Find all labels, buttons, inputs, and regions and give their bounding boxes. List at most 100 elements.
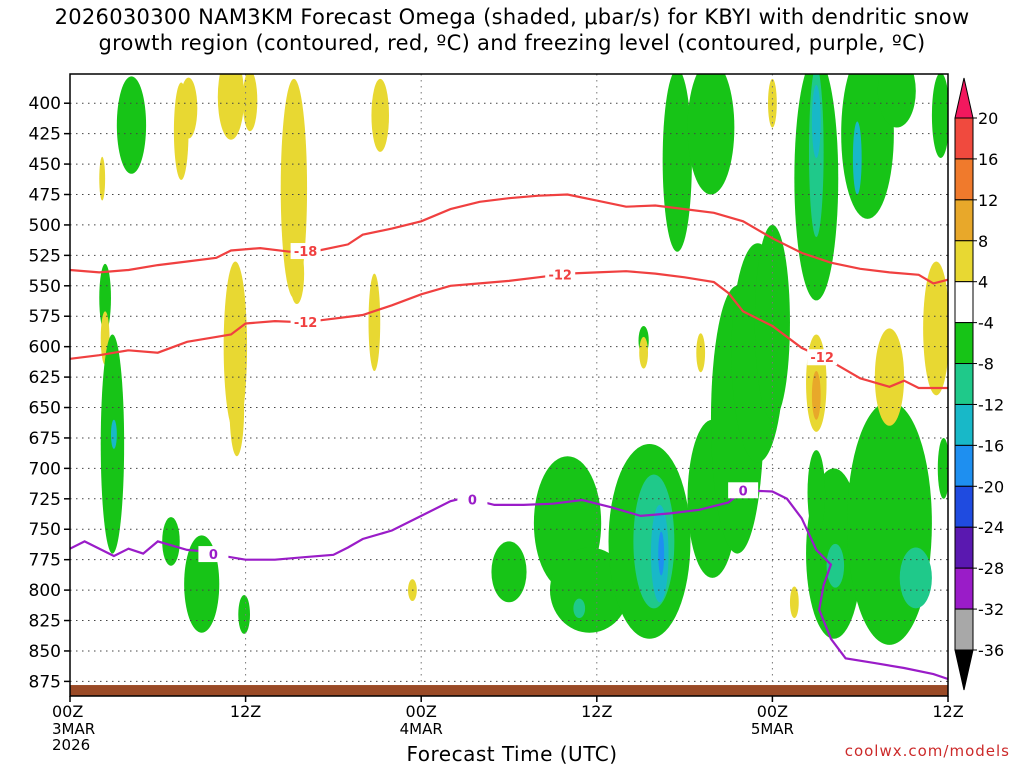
omega-region xyxy=(847,401,932,645)
colorbar-swatch xyxy=(954,240,974,283)
colorbar-swatch xyxy=(954,567,974,610)
omega-region xyxy=(229,358,245,457)
colorbar-label: -12 xyxy=(978,395,1004,414)
omega-region xyxy=(179,77,198,139)
colorbar-swatch xyxy=(954,363,974,405)
x-tick-sublabel: 4MAR xyxy=(400,720,443,738)
colorbar-label: -20 xyxy=(978,477,1004,496)
colorbar-swatch xyxy=(954,403,974,446)
colorbar-label: -32 xyxy=(978,600,1004,619)
omega-region xyxy=(116,76,147,174)
omega-region xyxy=(874,328,905,426)
credit-text: coolwx.com/models xyxy=(844,742,1010,760)
omega-region xyxy=(937,437,948,499)
colorbar-label: -4 xyxy=(978,314,994,333)
y-axis: 400 425 450 475 500 525 550 575 600 625 650 675 700 7… xyxy=(29,94,70,692)
colorbar-label: -24 xyxy=(978,518,1004,537)
omega-region xyxy=(662,74,692,252)
colorbar-label: -16 xyxy=(978,436,1004,455)
colorbar-label: 4 xyxy=(978,273,988,292)
y-tick-label: 650 xyxy=(29,399,61,419)
colorbar-swatch xyxy=(954,281,974,324)
contour-label-bg xyxy=(807,349,838,366)
colorbar-label: 12 xyxy=(978,191,998,210)
colorbar-label: 16 xyxy=(978,150,998,169)
x-tick-label: 00Z xyxy=(406,702,437,721)
y-tick-label: 400 xyxy=(29,94,61,114)
omega-region xyxy=(368,273,381,372)
y-tick-label: 775 xyxy=(29,551,61,571)
x-tick-sublabel: 2026 xyxy=(52,736,90,754)
contour-label-bg xyxy=(457,491,488,508)
chart-title: 2026030300 NAM3KM Forecast Omega (shaded… xyxy=(0,4,1024,56)
y-tick-label: 575 xyxy=(29,307,61,327)
contour-label-bg xyxy=(290,243,321,260)
contour-label-bg xyxy=(290,314,321,331)
x-tick-label: 12Z xyxy=(230,702,261,721)
omega-region xyxy=(923,261,948,396)
omega-region xyxy=(99,156,106,201)
omega-region xyxy=(852,121,862,195)
x-axis-title: Forecast Time (UTC) xyxy=(406,742,618,766)
colorbar-bottom-arrow xyxy=(954,649,974,691)
colorbar-swatch xyxy=(954,158,974,201)
contour-label-bg xyxy=(545,266,576,283)
grid-layer xyxy=(70,74,948,696)
omega-region xyxy=(573,598,586,619)
omega-region xyxy=(696,333,706,373)
y-tick-label: 550 xyxy=(29,277,61,297)
y-tick-label: 825 xyxy=(29,612,61,632)
omega-region xyxy=(754,224,790,420)
omega-region xyxy=(811,84,821,158)
omega-region xyxy=(910,6,919,55)
y-tick-label: 700 xyxy=(29,459,61,479)
y-tick-label: 675 xyxy=(29,429,61,449)
chart-title-line-1: 2026030300 NAM3KM Forecast Omega (shaded… xyxy=(54,5,970,29)
omega-region xyxy=(110,419,117,449)
omega-region xyxy=(549,547,629,633)
omega-region xyxy=(931,74,948,158)
omega-region xyxy=(658,531,665,576)
omega-region xyxy=(687,74,735,195)
y-tick-label: 475 xyxy=(29,186,61,206)
x-tick-sublabel: 3MAR xyxy=(52,720,95,738)
omega-region xyxy=(877,74,916,128)
omega-region xyxy=(899,547,932,609)
colorbar-swatch xyxy=(954,608,974,651)
omega-region xyxy=(639,336,649,369)
contour-label-bg xyxy=(198,546,229,563)
colorbar-label: -28 xyxy=(978,559,1004,578)
x-tick-label: 12Z xyxy=(932,702,963,721)
colorbar-swatch xyxy=(954,199,974,242)
contour-label-bg xyxy=(728,482,759,499)
omega-region xyxy=(491,541,527,603)
colorbar-label: -36 xyxy=(978,641,1004,660)
colorbar-top-arrow xyxy=(954,77,974,119)
colorbar-label: -8 xyxy=(978,355,994,374)
y-tick-label: 450 xyxy=(29,155,61,175)
colorbar-label: 8 xyxy=(978,232,988,251)
contour-label: 0 xyxy=(209,548,218,563)
y-tick-label: 625 xyxy=(29,368,61,388)
x-tick-label: 00Z xyxy=(52,702,83,721)
colorbar-swatch xyxy=(954,526,974,569)
omega-region xyxy=(238,594,250,634)
colorbar-swatch xyxy=(954,444,974,487)
y-tick-label: 525 xyxy=(29,246,61,266)
terrain-fill xyxy=(70,685,948,696)
contour-line--18 xyxy=(69,193,949,285)
contour-label: 0 xyxy=(739,484,748,499)
x-tick-sublabel: 5MAR xyxy=(751,720,794,738)
contour-layer: -18 -12 -12 -12 0 0 0 xyxy=(69,193,949,681)
x-tick-label: 12Z xyxy=(581,702,612,721)
colorbar-label: 20 xyxy=(978,109,998,128)
terrain-layer xyxy=(70,685,948,696)
contour-label: -12 xyxy=(810,351,834,366)
colorbar-swatch xyxy=(954,485,974,528)
y-tick-label: 425 xyxy=(29,125,61,145)
omega-region xyxy=(242,74,258,132)
omega-region xyxy=(789,586,799,619)
contour-label: -18 xyxy=(294,245,318,260)
omega-region xyxy=(811,371,821,420)
